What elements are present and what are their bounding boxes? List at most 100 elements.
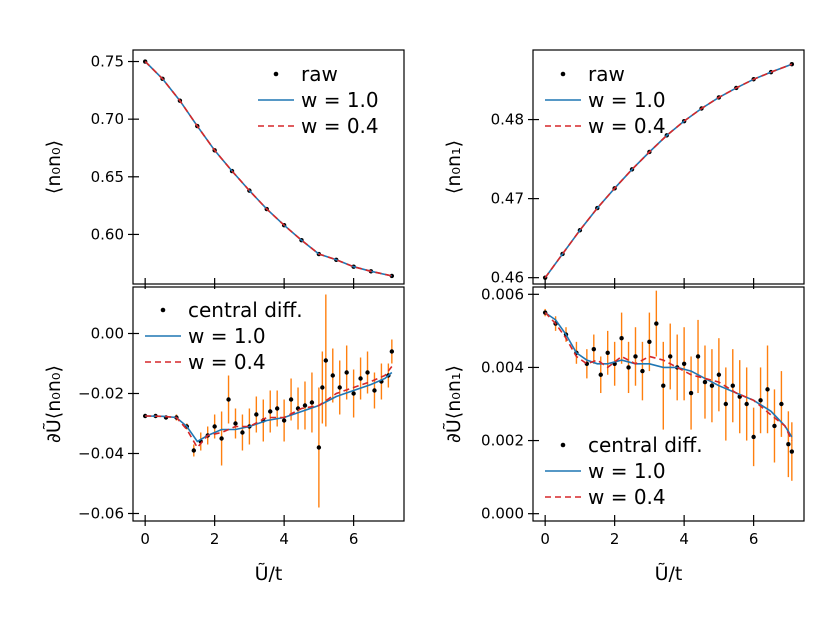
- y-tick-label: 0.004: [481, 358, 524, 376]
- axes-frame: [532, 49, 805, 285]
- plot-area-bottom-left: [142, 294, 395, 508]
- data-point: [716, 372, 722, 377]
- data-point: [765, 387, 770, 392]
- x-tick-label: 4: [679, 530, 689, 548]
- plot-area-top-left: [142, 59, 395, 279]
- legend-label: w = 0.4: [188, 350, 266, 374]
- legend: central diff.w = 1.0w = 0.4: [545, 433, 703, 509]
- legend-label: w = 1.0: [588, 459, 666, 483]
- y-tick-label: 0.006: [481, 285, 524, 303]
- data-point: [744, 401, 749, 407]
- y-tick-label: 0.000: [481, 505, 524, 523]
- data-point: [226, 397, 231, 402]
- legend-label: w = 1.0: [301, 88, 379, 112]
- data-point: [254, 412, 259, 417]
- series-line-w-1-0: [145, 371, 393, 443]
- y-axis-label: ∂Ũ⟨n₀n₁⟩: [442, 365, 465, 443]
- data-point: [723, 401, 729, 407]
- legend-marker: [160, 307, 166, 313]
- y-tick-label: 0.75: [91, 53, 124, 71]
- y-tick-label: 0.002: [481, 432, 524, 450]
- data-point: [779, 401, 784, 407]
- legend-label: w = 1.0: [188, 324, 266, 348]
- data-point: [274, 406, 280, 411]
- legend-label: w = 0.4: [588, 114, 666, 138]
- data-point: [619, 335, 624, 341]
- x-axis-label: Ũ/t: [655, 562, 683, 585]
- y-tick-label: 0.60: [91, 225, 124, 243]
- y-tick-label: 0.65: [91, 168, 124, 186]
- x-tick-label: 0: [540, 530, 550, 548]
- panel-bottom-right: 0 2 4 6 0.000 0.002 0.004 0.006 ∂Ũ⟨n₀n₁⟩ Ũ/t centr…: [442, 285, 805, 585]
- data-point: [389, 349, 395, 354]
- data-point: [591, 346, 597, 352]
- data-point: [142, 413, 148, 419]
- data-point: [654, 321, 659, 326]
- y-axis-label: ⟨n₀n₁⟩: [443, 140, 465, 194]
- data-point: [605, 350, 610, 356]
- series-line-w-0-4: [544, 63, 793, 279]
- data-point: [758, 398, 763, 403]
- data-point: [702, 379, 708, 385]
- data-point: [688, 390, 694, 396]
- legend-label: w = 1.0: [588, 88, 666, 112]
- data-point: [212, 424, 217, 429]
- data-point: [647, 339, 652, 345]
- panel-bottom-left: 0 2 4 6 −0.06 −0.04 −0.02 0.00 ∂Ũ⟨n₀n₀⟩ Ũ/t centra…: [42, 286, 405, 585]
- axes-frame: [532, 286, 805, 522]
- series-line-w-1-0: [544, 311, 793, 438]
- data-point: [640, 368, 645, 374]
- legend-marker: [560, 442, 566, 448]
- y-axis-label: ∂Ũ⟨n₀n₀⟩: [42, 365, 65, 443]
- data-point: [219, 436, 224, 441]
- plot-area-top-right: [542, 62, 795, 280]
- data-point: [330, 373, 335, 378]
- legend-label: raw: [588, 62, 625, 86]
- data-point: [372, 388, 377, 393]
- x-axis-label: Ũ/t: [255, 562, 283, 585]
- legend-label: w = 0.4: [588, 485, 666, 509]
- data-point: [281, 418, 287, 423]
- legend-marker: [273, 71, 279, 77]
- data-point: [365, 370, 370, 375]
- y-tick-label: −0.06: [78, 505, 124, 523]
- data-point: [268, 409, 273, 414]
- data-point: [751, 434, 756, 440]
- y-tick-label: 0.00: [91, 325, 124, 343]
- x-tick-label: 6: [349, 530, 359, 548]
- series-line-w-0-4: [144, 60, 392, 277]
- data-point: [626, 365, 631, 370]
- data-point: [351, 391, 356, 396]
- data-point: [661, 383, 666, 388]
- x-tick-label: 4: [279, 530, 289, 548]
- series-line-w-0-4: [544, 312, 793, 441]
- data-point: [598, 372, 603, 377]
- data-point: [337, 385, 342, 390]
- plot-area-bottom-right: [542, 290, 795, 481]
- data-point: [709, 383, 715, 388]
- y-tick-label: 0.48: [491, 111, 524, 129]
- data-point: [240, 430, 245, 435]
- data-point: [191, 448, 197, 453]
- data-point: [681, 361, 687, 366]
- data-point: [288, 397, 294, 402]
- y-axis-label: ⟨n₀n₀⟩: [43, 140, 65, 194]
- data-point: [786, 442, 791, 447]
- y-tick-label: 0.70: [91, 110, 124, 128]
- data-point: [772, 423, 777, 429]
- legend: central diff.w = 1.0w = 0.4: [145, 298, 303, 374]
- legend-label: w = 0.4: [301, 114, 379, 138]
- data-point: [320, 385, 325, 390]
- data-point: [316, 445, 322, 450]
- x-tick-label: 2: [210, 530, 220, 548]
- axes-frame: [132, 286, 405, 522]
- x-tick-label: 2: [610, 530, 620, 548]
- y-tick-label: 0.47: [491, 190, 524, 208]
- data-point: [233, 421, 238, 426]
- y-tick-label: −0.04: [78, 445, 124, 463]
- data-point: [302, 403, 308, 408]
